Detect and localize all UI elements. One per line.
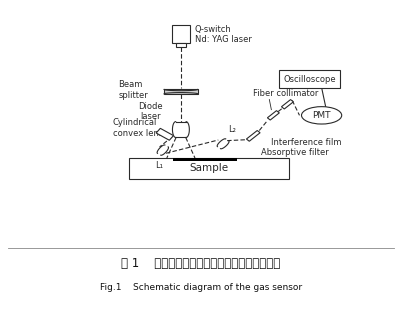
Text: Fig.1    Schematic diagram of the gas sensor: Fig.1 Schematic diagram of the gas senso… [100,283,301,292]
Text: Absorptive filter: Absorptive filter [261,148,328,157]
Text: L₁: L₁ [155,161,163,170]
Ellipse shape [301,107,341,124]
Bar [172,158,237,161]
Bar [164,89,197,94]
Text: Cylindrical
convex lens: Cylindrical convex lens [112,118,162,138]
Bar [128,158,289,179]
Polygon shape [281,100,293,109]
Text: Q-switch
Nd: YAG laser: Q-switch Nd: YAG laser [194,25,251,45]
Bar [279,70,339,88]
Text: Interference film: Interference film [271,138,341,147]
Text: Fiber collimator: Fiber collimator [253,89,318,98]
Bar [176,43,185,47]
Text: PMT: PMT [312,111,330,120]
Polygon shape [267,111,279,120]
Polygon shape [156,128,173,140]
Text: Beam
splitter: Beam splitter [118,80,148,100]
Text: Diode
laser: Diode laser [138,102,163,121]
Polygon shape [246,131,259,141]
Text: L₂: L₂ [227,125,235,134]
Text: Oscilloscope: Oscilloscope [283,75,335,83]
Text: Sample: Sample [189,163,228,173]
Text: 图 1    激光激发声表面波新型气体传感器原理图: 图 1 激光激发声表面波新型气体传感器原理图 [121,257,280,270]
Bar [172,25,189,43]
